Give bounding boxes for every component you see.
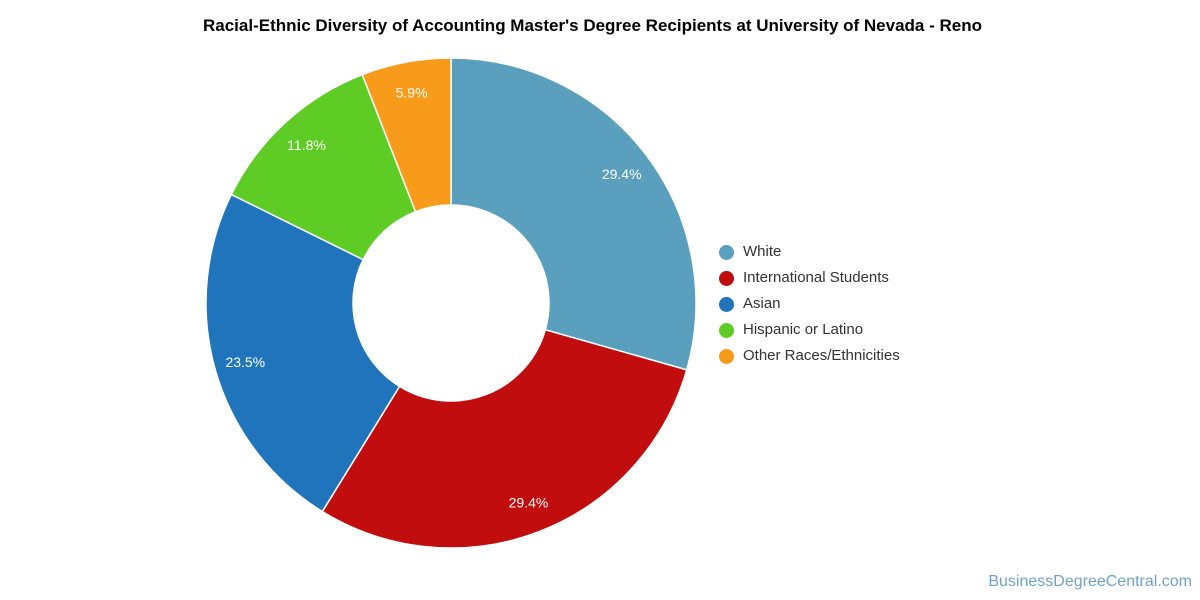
legend-label: International Students (743, 269, 889, 286)
slice-value-label-asian: 23.5% (225, 354, 265, 370)
chart-legend: White International Students Asian Hispanic… (719, 244, 900, 364)
legend-label: Asian (743, 295, 781, 312)
legend-item-white: White (719, 244, 900, 260)
slice-value-label-other-races-ethnicities: 5.9% (396, 85, 428, 101)
legend-label: Hispanic or Latino (743, 321, 864, 338)
chart-title: Racial-Ethnic Diversity of Accounting Ma… (202, 16, 982, 35)
slice-value-label-international-students: 29.4% (509, 494, 549, 510)
credit-link[interactable]: BusinessDegreeCentral.com (988, 573, 1192, 590)
pie-slice-hispanic-or-latino[interactable] (230, 73, 417, 261)
legend-swatch-icon (719, 322, 734, 338)
legend-swatch-icon (719, 296, 734, 312)
pie-slice-asian[interactable] (205, 193, 401, 513)
legend-item-asian: Asian (719, 296, 900, 312)
slice-value-label-hispanic-or-latino: 11.8% (287, 137, 326, 153)
legend-swatch-icon (719, 244, 734, 260)
pie-slice-other-races-ethnicities[interactable] (361, 57, 452, 213)
legend-swatch-icon (719, 270, 734, 286)
pie-slice-white[interactable] (450, 57, 697, 371)
legend-item-international-students: International Students (719, 270, 900, 286)
slice-value-label-white: 29.4% (602, 166, 642, 182)
legend-label: Other Races/Ethnicities (743, 347, 900, 364)
legend-label: White (743, 243, 782, 260)
legend-item-hispanic-or-latino: Hispanic or Latino (719, 322, 900, 338)
legend-item-other-races-ethnicities: Other Races/Ethnicities (719, 348, 900, 364)
legend-swatch-icon (719, 348, 734, 364)
pie-slice-international-students[interactable] (321, 328, 688, 549)
